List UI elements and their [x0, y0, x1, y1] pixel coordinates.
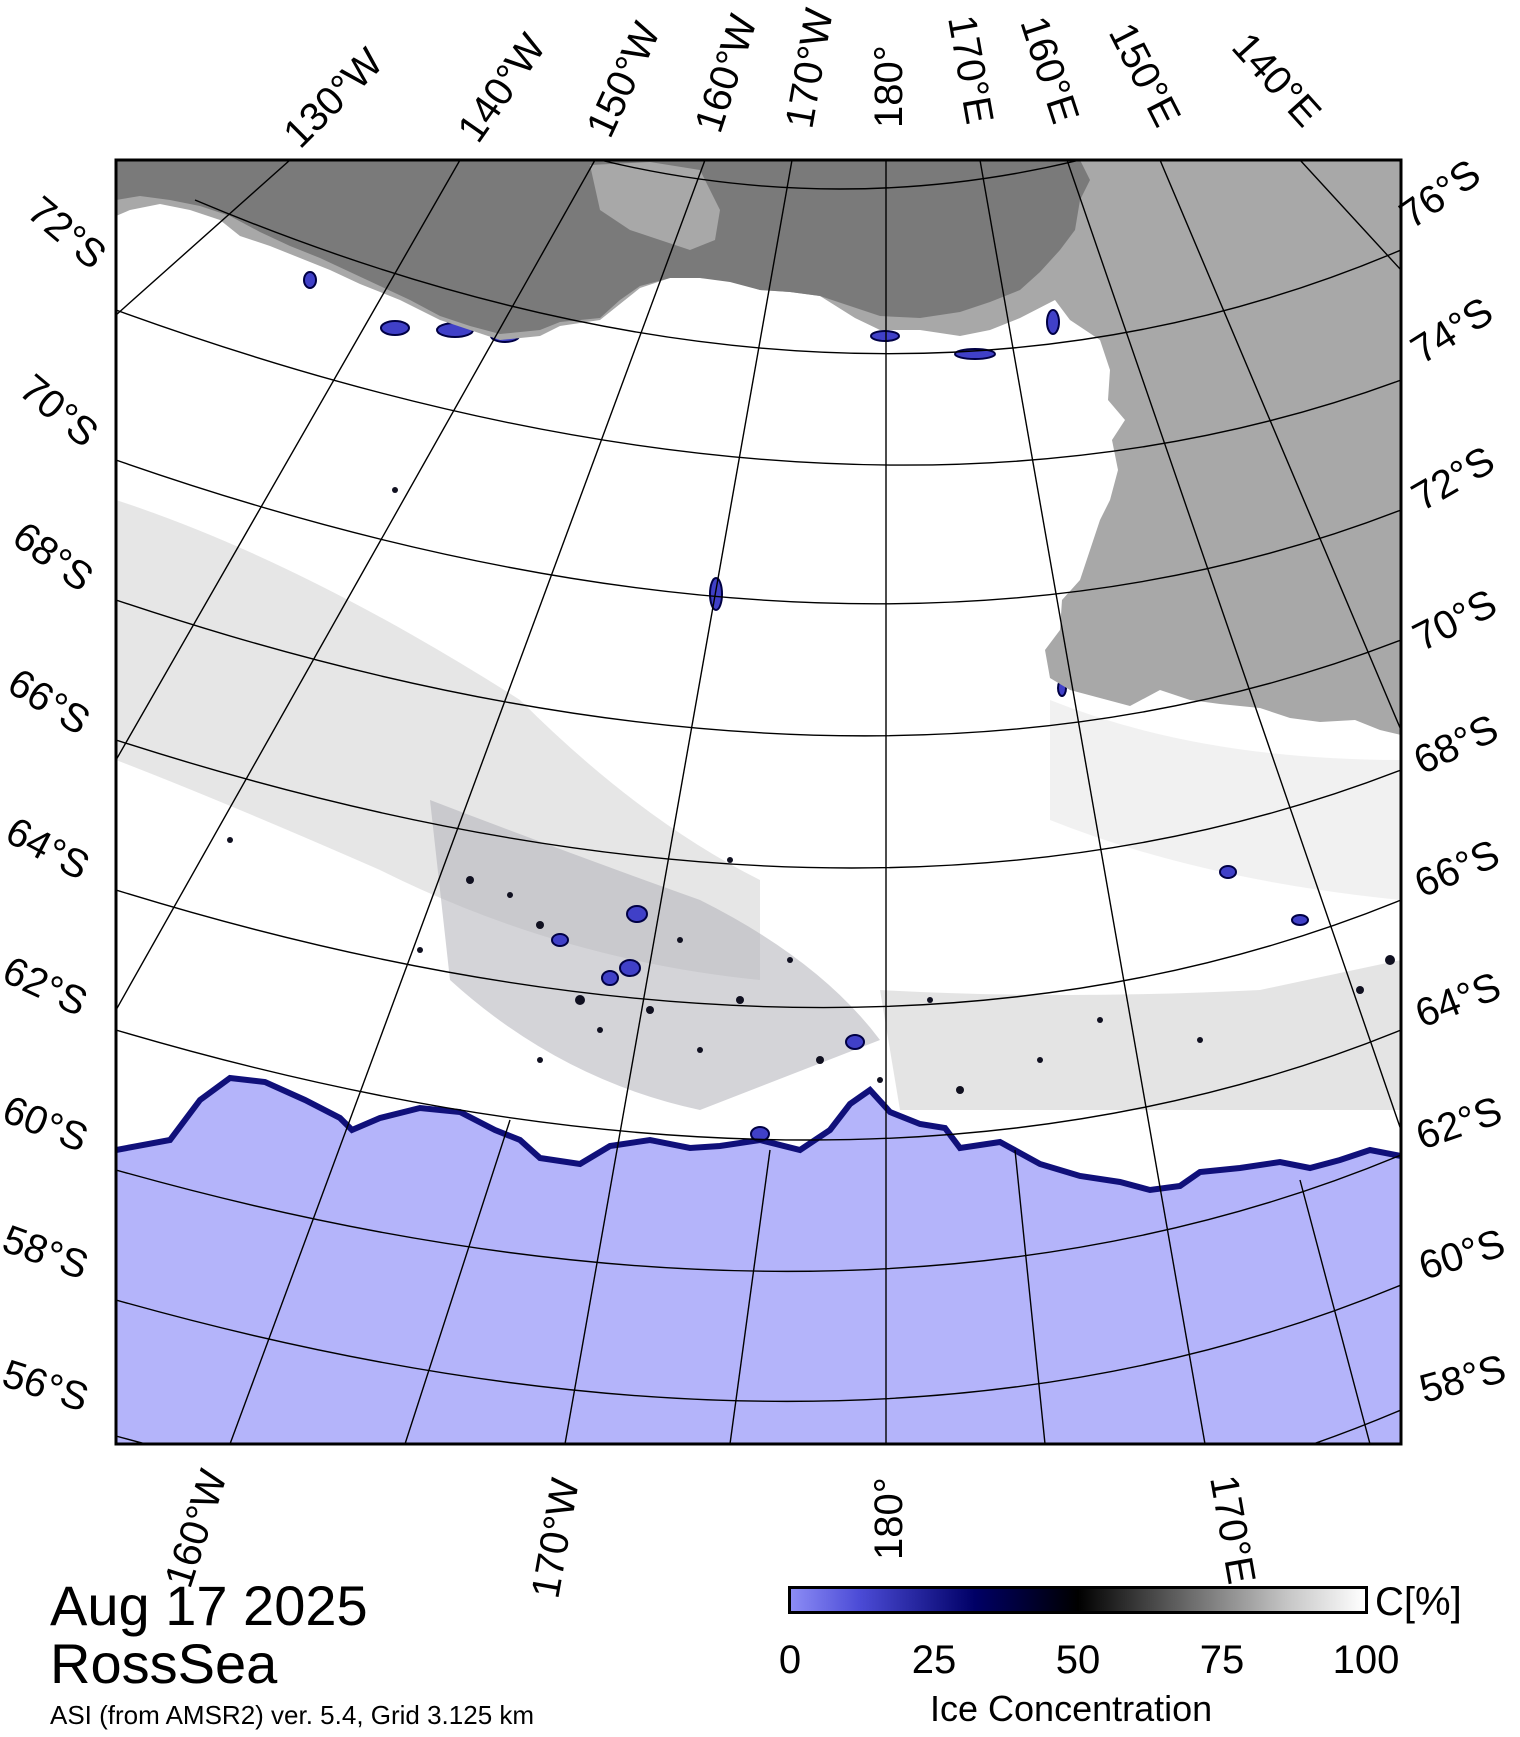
right-lat-label: 76°S [1392, 151, 1489, 237]
right-lat-label: 68°S [1407, 706, 1505, 783]
meridian-160E-south [1299, 1179, 1371, 1444]
top-lon-label: 160°W [687, 9, 766, 137]
meridian-140W [116, 160, 461, 761]
top-lon-label: 170°E [939, 12, 1001, 127]
right-lat-label: 60°S [1414, 1221, 1510, 1289]
left-lat-label: 72°S [19, 188, 114, 278]
ice-texture-northeast [1050, 700, 1401, 900]
bottom-lon-label: 170°W [524, 1475, 588, 1602]
meridian-170E [979, 160, 1206, 1444]
lat-circle-76S [599, 160, 1081, 190]
lat-circle-62S [116, 1029, 1401, 1141]
meridian-170W [564, 160, 793, 1444]
map-region: RossSea [50, 1632, 278, 1695]
top-lon-label: 130°W [275, 40, 391, 156]
map-frame [114, 158, 1403, 1446]
colorbar-tick-label: 25 [911, 1638, 957, 1682]
right-lat-label: 72°S [1405, 438, 1502, 520]
colorbar [788, 1586, 1368, 1614]
right-lat-label: 66°S [1408, 832, 1505, 907]
top-lon-label: 160°E [1011, 11, 1087, 129]
left-lat-label: 70°S [11, 366, 106, 456]
colorbar-unit-label: C[%] [1375, 1580, 1462, 1624]
top-lon-label: 140°W [449, 26, 554, 150]
lat-circle-66S [116, 739, 1401, 869]
lat-circle-74S [194, 199, 1401, 355]
product-info: ASI (from AMSR2) ver. 5.4, Grid 3.125 km [50, 1700, 535, 1730]
left-lat-label: 66°S [0, 660, 97, 744]
right-lat-label: 70°S [1406, 581, 1504, 660]
meridian-130W [116, 160, 291, 316]
meridian-140E [1299, 160, 1401, 271]
lat-circle-72S [116, 309, 1401, 466]
colorbar-tick-label: 50 [1055, 1638, 1101, 1682]
top-lon-label: 180° [867, 45, 911, 128]
left-lat-label: 56°S [0, 1352, 94, 1421]
left-lat-label: 62°S [0, 948, 94, 1025]
meridian-160E [1066, 160, 1401, 1131]
right-lat-label: 58°S [1415, 1347, 1511, 1412]
ross-ice-shelf [116, 160, 1090, 334]
lat-circle-64S [116, 889, 1401, 1009]
meridian-150E [1159, 160, 1401, 731]
top-lon-label: 150°W [578, 16, 669, 144]
map-date: Aug 17 2025 [50, 1574, 368, 1637]
lat-circle-60S [116, 1154, 1401, 1273]
bottom-lon-label: 170°E [1201, 1472, 1263, 1587]
lat-circle-58S [116, 1284, 1401, 1403]
colorbar-title: Ice Concentration [930, 1688, 1213, 1729]
lat-circle-68S [116, 599, 1401, 737]
right-lat-label: 74°S [1403, 289, 1500, 373]
ice-texture-central [430, 800, 880, 1110]
ice-speckles [227, 487, 1395, 1094]
meridian-160W [229, 160, 706, 1444]
colorbar-tick-label: 100 [1332, 1638, 1400, 1682]
top-lon-label: 150°E [1100, 16, 1189, 133]
colorbar-tick-label: 0 [778, 1638, 802, 1682]
left-lat-label: 68°S [5, 514, 101, 601]
right-lat-label: 64°S [1409, 964, 1506, 1036]
right-lat-label: 62°S [1411, 1089, 1508, 1159]
left-lat-label: 58°S [0, 1217, 94, 1288]
meridian-170W-south [729, 1149, 771, 1444]
top-lon-label: 170°W [778, 5, 842, 132]
meridian-170E-south [1014, 1149, 1046, 1444]
top-lon-label: 140°E [1223, 25, 1329, 136]
colorbar-tick-label: 75 [1199, 1638, 1245, 1682]
open-water [116, 1078, 1401, 1444]
bottom-lon-label: 180° [867, 1477, 911, 1560]
ice-shelf-light-patch [590, 162, 720, 250]
graticule [116, 160, 1401, 1444]
left-lat-label: 60°S [0, 1088, 94, 1161]
lat-circle-70S [116, 459, 1401, 605]
left-lat-label: 64°S [0, 809, 96, 889]
meridian-150W [116, 160, 596, 1011]
meridian-150W-extra [404, 1119, 511, 1444]
ice-texture-west [116, 500, 760, 980]
